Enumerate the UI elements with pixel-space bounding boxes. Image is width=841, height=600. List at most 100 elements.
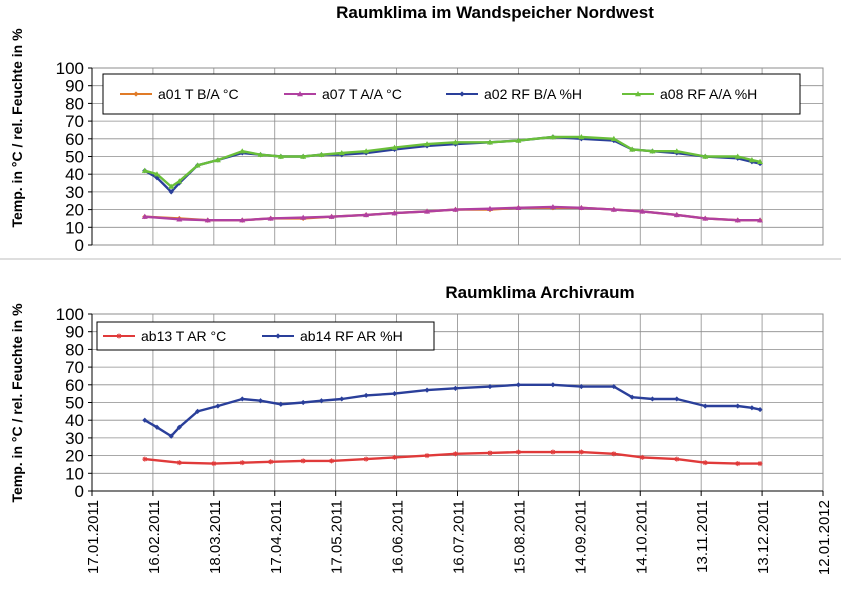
chart-top-series-2-point [168, 189, 174, 195]
chart-top-series-1-point [141, 213, 148, 219]
chart-top-legend-label-3: a08 RF A/A %H [660, 86, 757, 102]
chart-bottom-xtick-label: 13.12.2011 [755, 500, 772, 574]
chart-top-series-3-point [338, 149, 345, 156]
chart-top-ytick-label: 10 [65, 218, 84, 237]
chart-top-ytick-label: 80 [65, 94, 84, 113]
chart-top-series-3-point [578, 134, 585, 140]
chart-top-series-3-point [673, 148, 680, 154]
chart-bottom-series-0-point [702, 460, 708, 466]
chart-bottom-xtick-label: 17.01.2011 [85, 500, 102, 574]
chart-top-series-1-point [549, 203, 556, 210]
chart-bottom-series-0-point [674, 456, 680, 462]
chart-bottom-series-0-point [515, 449, 521, 455]
chart-top-legend-marker-1 [297, 91, 303, 97]
chart-bottom-series-0-point [487, 450, 493, 456]
chart-bottom-ylabel: Temp. in °C / rel. Feuchte in % [9, 303, 25, 503]
chart-bottom-series-1-point [194, 408, 201, 414]
chart-bottom-legend-marker-1 [275, 333, 281, 339]
chart-top-ytick-label: 0 [75, 236, 84, 255]
chart-bottom-series-1-point [629, 394, 635, 400]
chart-top-ytick-label: 70 [65, 112, 84, 131]
chart-bottom-series-1-point [550, 382, 556, 388]
chart-bottom-series-1-point [168, 433, 174, 439]
chart-bottom-series-1-point [391, 391, 398, 397]
chart-top-series-1-point [639, 208, 646, 214]
chart-top-series-3-point [748, 157, 755, 163]
chart-top-legend: a01 T B/A °C a07 T A/A °C a02 RF B/A %H a08… [102, 73, 801, 115]
chart-bottom-series-0-point [611, 451, 617, 457]
chart-bottom-series-1-point [578, 383, 584, 390]
chart-bottom-xtick-label: 17.04.2011 [268, 500, 285, 574]
chart-top-legend-marker-0 [133, 91, 139, 97]
chart-bottom-series-0-point [300, 458, 306, 464]
chart-bottom-xtick-label: 12.01.2012 [816, 500, 833, 575]
chart-top-series-3-point [194, 162, 201, 168]
chart-bottom-series-line-0 [144, 450, 761, 465]
chart-top-series-3-point [153, 171, 160, 177]
chart-top-legend-marker-3 [635, 91, 641, 97]
chart-top-series-1-point [578, 204, 585, 211]
chart-top-series-3-point [300, 153, 307, 159]
chart-bottom-xtick-label: 16.02.2011 [146, 500, 163, 574]
chart-bottom-series-1-point [176, 424, 182, 430]
chart-bottom-ytick-label: 20 [65, 447, 84, 466]
chart-top-series-3-point [391, 144, 398, 150]
chart-top-series-3-point [702, 153, 709, 159]
chart-bottom-series-1-point [424, 387, 430, 393]
chart-top-series-3-point [610, 135, 617, 141]
chart-bottom-series-1-point [142, 417, 148, 423]
chart-top-title: Raumklima im Wandspeicher Nordwest [336, 3, 654, 22]
chart-top-series-line-1 [144, 205, 761, 222]
chart-top-ytick-label: 100 [56, 59, 84, 78]
chart-top-series-3-point [424, 141, 431, 147]
chart-bottom-series-0-point [239, 460, 245, 466]
chart-bottom-series-1-point [515, 382, 522, 388]
chart-top-legend-label-0: a01 T B/A °C [158, 86, 239, 102]
chart-bottom-legend-label-0: ab13 T AR °C [141, 328, 226, 344]
chart-top-series-3-point [257, 151, 264, 157]
chart-top-series-1-point [176, 216, 183, 222]
chart-top-legend-label-1: a07 T A/A °C [322, 86, 402, 102]
chart-bottom-series-0-point [268, 459, 274, 465]
chart-bottom-xtick-label: 13.11.2011 [694, 500, 711, 573]
chart-bottom-ytick-label: 90 [65, 323, 84, 342]
chart-bottom-xtick-label: 14.10.2011 [633, 500, 650, 574]
chart-bottom-ytick-label: 10 [65, 464, 84, 483]
chart-bottom-series-0-point [176, 460, 182, 466]
chart-bottom-series-0-point [452, 451, 458, 457]
chart-bottom-xtick-label: 16.07.2011 [451, 500, 468, 574]
chart-top-ytick-label: 90 [65, 77, 84, 96]
chart-bottom-series-0-point [211, 461, 217, 467]
chart-bottom-legend: ab13 T AR °C ab14 RF AR %H [96, 321, 435, 351]
chart-top-series-1-point [702, 215, 709, 221]
chart-bottom-series-1-point [735, 403, 741, 409]
chart-top-ylabel: Temp. in °C / rel. Feuchte in % [9, 28, 25, 228]
chart-bottom-series-1-point [300, 399, 306, 406]
chart-top-series-3-point [757, 158, 764, 165]
chart-top-series-3-point [277, 153, 284, 159]
chart-top-series-1-point [515, 204, 522, 211]
chart-bottom-series-0-point [329, 458, 335, 464]
chart-top-series-3-point [649, 148, 656, 154]
chart-bottom-series-1-point [363, 392, 369, 399]
chart-bottom-ytick-label: 70 [65, 358, 84, 377]
chart-bottom-xtick-label: 14.09.2011 [572, 500, 589, 574]
chart-bottom-ytick-label: 0 [75, 482, 84, 501]
chart-top-series-1-point [610, 206, 617, 212]
chart-bottom-series-0-point [142, 456, 148, 462]
chart-top-series-1-point [328, 213, 335, 219]
chart-top-series-1-point [239, 217, 246, 223]
chart-top-series-3-point [168, 183, 175, 189]
chart-bottom-series-0-point [735, 461, 741, 467]
chart-top-series-3-point [629, 146, 636, 152]
chart-bottom-xtick-label: 17.05.2011 [329, 500, 346, 574]
chart-top-series-3-point [452, 139, 459, 145]
chart-bottom-series-0-point [578, 449, 584, 455]
chart-bottom-series-1-point [611, 383, 617, 390]
chart-bottom-xtick-label: 15.08.2011 [511, 500, 528, 574]
chart-top-series-line-2 [144, 135, 761, 194]
chart-bottom-legend-marker-0 [116, 333, 122, 339]
chart-top-series-1-point [734, 217, 741, 223]
chart-bottom-series-1-point [215, 403, 221, 409]
